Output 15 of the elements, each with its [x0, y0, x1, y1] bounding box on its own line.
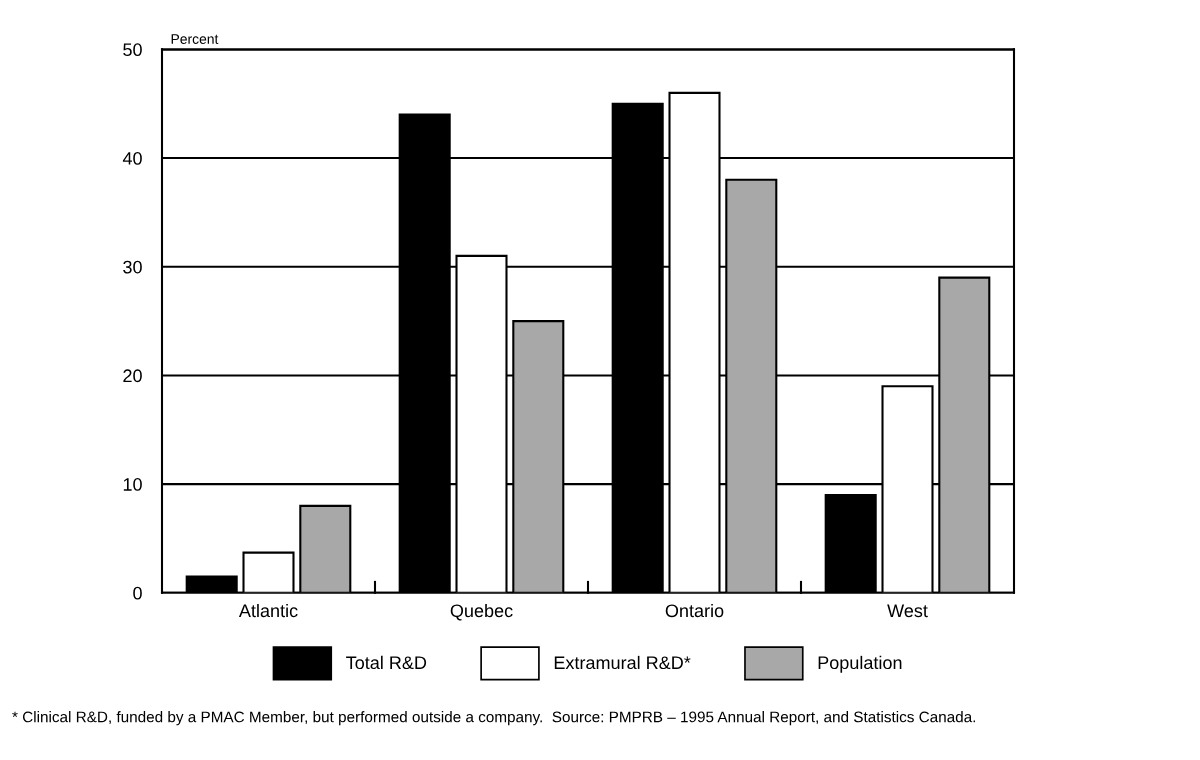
x-tick-label: Ontario	[665, 603, 724, 618]
x-tick-label: West	[887, 604, 928, 618]
y-tick-label: 10	[123, 478, 142, 491]
y-tick-label: 40	[122, 152, 142, 165]
text: * Clinical R&D, funded by a PMAC Member, but performed outside a company. Source: PMPRB – 1995 Annual Report, and Statistics Canada.	[12, 711, 976, 726]
y-tick-label: 50	[123, 43, 142, 57]
y-axis-title: Percent	[171, 34, 219, 44]
x-tick-label: Atlantic	[238, 603, 298, 618]
y-tick-label: 30	[123, 260, 142, 274]
y-tick-label: 20	[123, 369, 142, 383]
legend-label: Population	[818, 655, 902, 673]
y-tick-label: 0	[133, 586, 142, 600]
x-tick-label: Quebec	[450, 603, 513, 621]
legend-label: Extramural R&D*	[554, 655, 691, 670]
legend-label: Total R&D	[346, 655, 427, 670]
